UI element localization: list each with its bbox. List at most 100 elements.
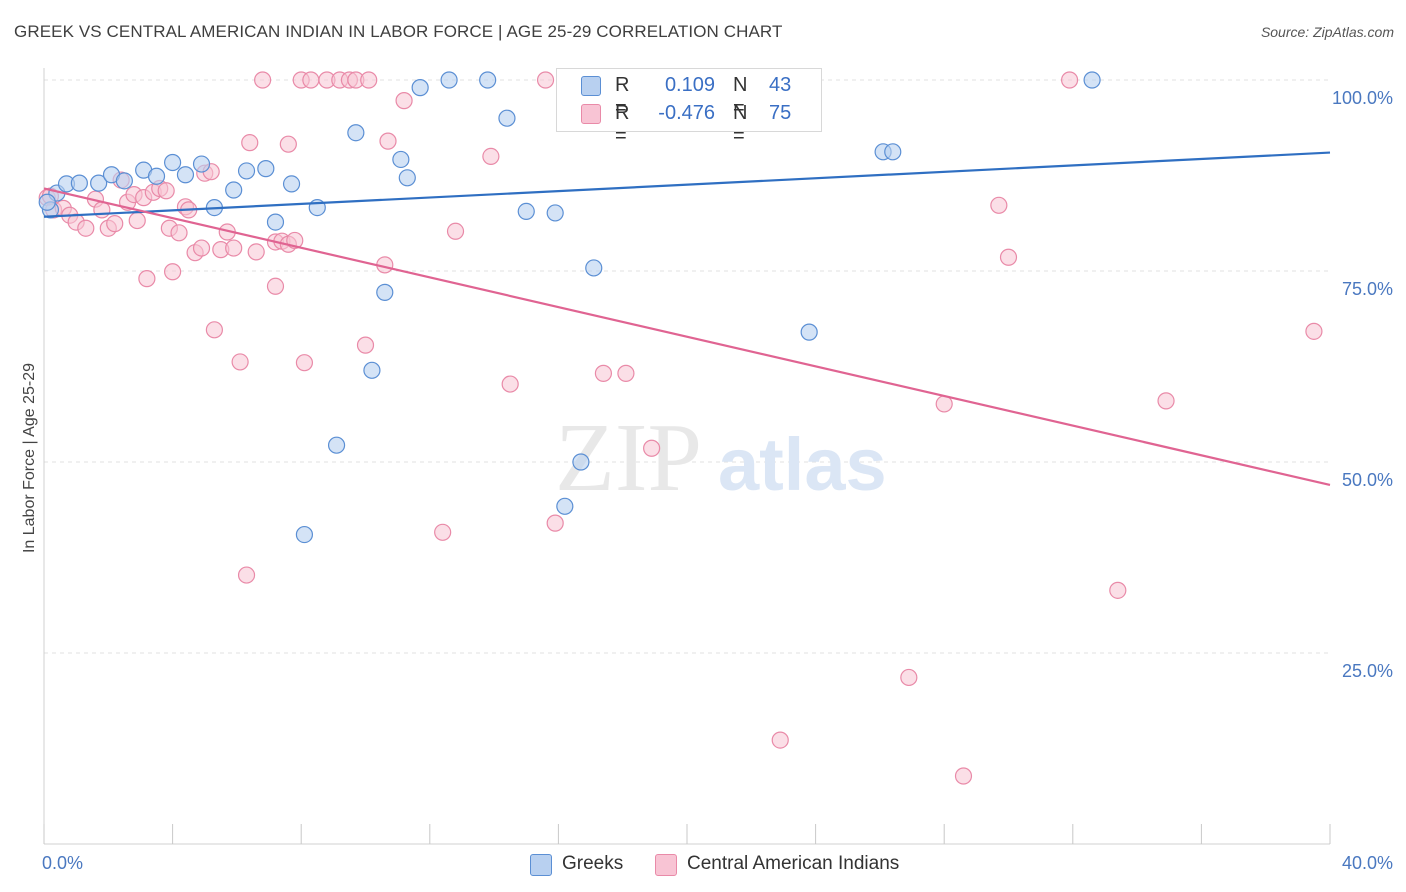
greek-point[interactable] (517, 202, 535, 221)
cai-point[interactable] (279, 135, 297, 153)
greek-point[interactable] (546, 204, 564, 222)
cai-point[interactable] (954, 767, 973, 785)
greek-point[interactable] (115, 172, 133, 190)
trend-lines (43, 151, 1331, 486)
y-tick-label: 50.0% (1342, 470, 1393, 490)
legend-swatch-blue (581, 76, 601, 96)
cai-point[interactable] (231, 353, 249, 371)
cai-swatch (655, 854, 677, 876)
cai-point[interactable] (241, 134, 259, 152)
x-tick-label: 0.0% (42, 853, 83, 873)
greek-point[interactable] (237, 162, 256, 180)
greek-point[interactable] (225, 181, 243, 199)
cai-point[interactable] (536, 71, 555, 89)
cai-point[interactable] (295, 354, 314, 372)
cai-point[interactable] (138, 270, 156, 288)
cai-point[interactable] (1305, 322, 1323, 340)
cai-point[interactable] (106, 215, 124, 233)
greek-point[interactable] (327, 436, 346, 454)
legend-n-label: N = (733, 102, 748, 147)
greek-point[interactable] (411, 79, 429, 97)
greek-point[interactable] (90, 174, 108, 192)
cai-point[interactable] (237, 566, 256, 584)
chart-title: GREEK VS CENTRAL AMERICAN INDIAN IN LABO… (14, 22, 783, 41)
cai-point[interactable] (594, 364, 613, 382)
greek-point[interactable] (800, 323, 818, 341)
greek-point[interactable] (38, 193, 56, 211)
cai-point[interactable] (379, 132, 397, 150)
greek-point[interactable] (440, 71, 458, 89)
source-label: Source: ZipAtlas.com (1260, 24, 1394, 40)
greek-point[interactable] (363, 361, 381, 379)
cai-point[interactable] (482, 147, 500, 165)
cai-point[interactable] (771, 731, 789, 749)
cai-point[interactable] (247, 243, 265, 261)
cai-point[interactable] (501, 375, 519, 393)
y-tick-label: 25.0% (1342, 661, 1393, 681)
y-tick-label: 100.0% (1332, 88, 1393, 108)
cai-point[interactable] (302, 71, 320, 89)
x-tick-labels: 0.0% 40.0% (42, 853, 1393, 873)
cai-point[interactable] (93, 201, 111, 219)
greek-point[interactable] (1083, 71, 1101, 89)
cai-point[interactable] (434, 523, 452, 541)
greek-point[interactable] (192, 155, 211, 173)
greek-point[interactable] (147, 167, 166, 185)
y-tick-labels: 25.0% 50.0% 75.0% 100.0% (1332, 88, 1393, 681)
cai-point[interactable] (128, 211, 146, 230)
cai-point[interactable] (157, 182, 175, 200)
greek-point[interactable] (164, 153, 182, 172)
cai-point[interactable] (617, 364, 635, 382)
greek-point[interactable] (398, 169, 416, 187)
cai-point[interactable] (164, 263, 182, 281)
greek-point[interactable] (176, 166, 195, 184)
x-tick-label: 40.0% (1342, 853, 1393, 873)
legend-r-label: R = (615, 74, 630, 119)
cai-point[interactable] (360, 71, 378, 89)
cai-point[interactable] (192, 239, 211, 257)
greeks-swatch (530, 854, 552, 876)
cai-point[interactable] (1157, 392, 1175, 410)
greek-point[interactable] (266, 213, 285, 231)
cai-point[interactable] (356, 336, 375, 354)
greek-point[interactable] (392, 150, 410, 169)
cai-point[interactable] (643, 439, 661, 457)
greek-point[interactable] (282, 175, 301, 193)
cai-point[interactable] (900, 668, 918, 687)
y-axis-label: In Labor Force | Age 25-29 (21, 363, 38, 553)
cai-point[interactable] (77, 219, 95, 237)
greek-point[interactable] (479, 71, 497, 89)
cai-point[interactable] (546, 514, 564, 532)
greek-point[interactable] (295, 525, 314, 544)
cai-point[interactable] (225, 239, 243, 257)
greek-point[interactable] (556, 497, 574, 515)
cai-point[interactable] (1060, 71, 1079, 89)
greek-trend-line (43, 151, 1331, 218)
cai-point[interactable] (446, 222, 465, 240)
greek-point[interactable] (884, 143, 902, 161)
greek-point[interactable] (70, 174, 88, 192)
legend-n-label: N = (733, 74, 748, 119)
cai-point[interactable] (254, 71, 272, 89)
cai-point[interactable] (266, 277, 285, 295)
stats-legend: R = 0.109 N = 43 R = -0.476 N = 75 (556, 68, 822, 147)
cai-point[interactable] (205, 321, 223, 339)
cai-point[interactable] (999, 248, 1018, 266)
greek-point[interactable] (257, 160, 275, 178)
greek-point[interactable] (376, 283, 394, 301)
greek-point[interactable] (585, 259, 603, 277)
cai-label: Central American Indians (687, 853, 900, 874)
y-tick-label: 75.0% (1342, 279, 1393, 299)
cai-point[interactable] (1109, 581, 1127, 599)
cai-point[interactable] (395, 92, 413, 110)
greek-point[interactable] (498, 109, 516, 127)
cai-trend-line (43, 187, 1331, 486)
greek-points (38, 71, 1101, 544)
cai-point[interactable] (170, 224, 188, 242)
cai-point[interactable] (990, 196, 1008, 214)
greek-point[interactable] (572, 453, 590, 471)
watermark: ZIP atlas (555, 404, 887, 512)
greek-point[interactable] (347, 124, 365, 142)
legend-r-value: -0.476 (658, 102, 715, 124)
